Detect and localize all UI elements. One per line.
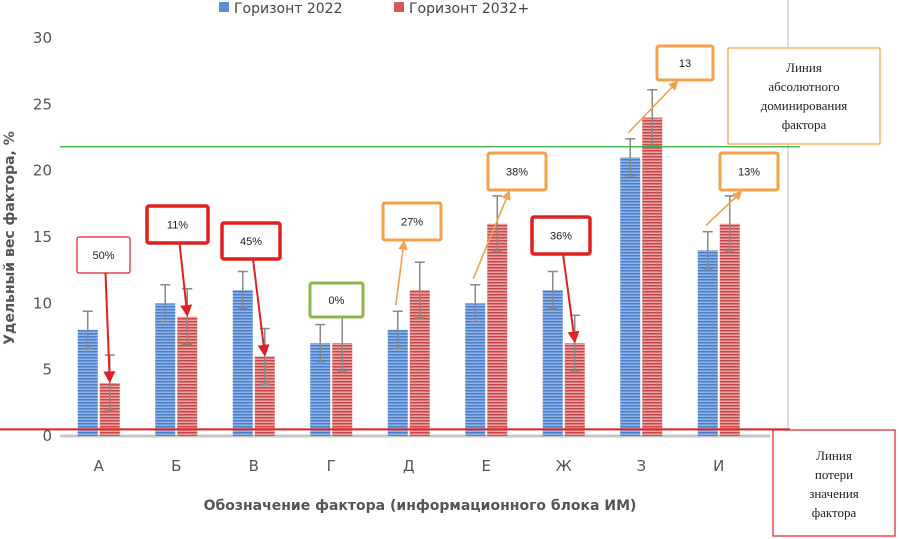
legend-label-series-0: Горизонт 2022 [234,1,343,17]
bar-series-1 [564,343,585,436]
annotation-arrow [103,272,116,384]
y-axis-ticks: 0 5 10 15 20 25 30 [33,29,52,445]
annotation-arrow [472,190,511,280]
x-tick-label: Г [327,457,336,475]
bar-series-0 [77,329,98,436]
error-bars [82,88,735,412]
bar-series-0 [232,290,253,436]
annotation-box [76,236,131,274]
dominance-note: Линия абсолютного доминирования фактора [727,47,881,145]
x-tick-label: Е [482,457,491,475]
annotation-arrow [178,242,193,317]
annotation-box [655,44,715,82]
legend-swatch-series-0 [219,2,229,12]
loss-note-box [772,429,896,537]
annotations: 50% 11% 45% 0% 27% 38% 36% 13 13% [76,44,780,384]
annotation-arrow [627,80,679,134]
bar-series-0 [465,303,486,436]
bar-series-0 [697,250,718,436]
annotation-arrow [394,240,408,306]
annotation-box [308,281,365,319]
dominance-note-text: Линия абсолютного доминирования фактора [761,60,848,132]
annotation-label: 50% [92,250,114,262]
x-tick-label: З [636,457,646,475]
annotation-arrow [562,253,580,344]
annotation-box [486,151,548,192]
annotation-box [718,151,780,192]
y-tick-label: 15 [33,228,52,246]
annotation-label: 36% [550,231,572,243]
y-tick-label: 30 [33,29,52,47]
x-tick-label: А [94,457,105,475]
legend-swatch-series-1 [394,2,404,12]
bar-series-1 [332,343,353,436]
reference-lines [0,146,800,431]
bar-series-0 [620,157,641,436]
bar-series-0 [310,343,331,436]
annotation-box [220,221,282,261]
annotation-box [530,215,592,256]
legend-label-series-1: Горизонт 2032+ [409,1,529,17]
x-axis-ticks: А Б В Г Д Е Ж З И [60,434,770,475]
bar-series-1 [487,223,508,436]
annotation-box [145,204,210,245]
bar-series-0 [155,303,176,436]
y-tick-label: 0 [42,427,52,445]
annotation-label: 0% [329,295,345,307]
annotation-label: 11% [167,220,188,232]
x-tick-label: Ж [556,457,572,475]
bar-series-1 [642,117,663,436]
legend: Горизонт 2022 Горизонт 2032+ [219,1,529,17]
bar-series-1 [177,316,198,436]
x-tick-label: В [249,457,259,475]
dominance-note-box [727,47,881,145]
bar-series-1 [254,356,275,436]
x-tick-label: Д [403,457,415,475]
annotation-arrow [705,190,743,227]
y-axis-title: Удельный вес фактора, % [2,131,18,345]
y-tick-label: 10 [33,294,52,312]
annotation-label: 38% [506,167,528,179]
annotation-arrow [252,258,270,357]
x-axis-title: Обозначение фактора (информационного бло… [204,498,637,514]
annotation-label: 13 [679,58,691,70]
y-tick-label: 5 [42,361,52,379]
x-tick-label: Б [171,457,181,475]
annotation-label: 13% [738,167,760,179]
y-tick-label: 20 [33,162,52,180]
bar-series-0 [387,329,408,436]
annotation-label: 45% [240,236,262,248]
y-tick-label: 25 [33,95,52,113]
bar-series-1 [409,290,430,436]
bars [77,117,740,436]
x-tick-label: И [713,457,724,475]
annotation-box [381,201,443,242]
loss-note: Линия потери значения фактора [772,429,896,537]
loss-note-text: Линия потери значения фактора [809,448,859,520]
annotation-label: 27% [401,217,423,229]
bar-series-1 [719,223,740,436]
bar-series-0 [542,290,563,436]
